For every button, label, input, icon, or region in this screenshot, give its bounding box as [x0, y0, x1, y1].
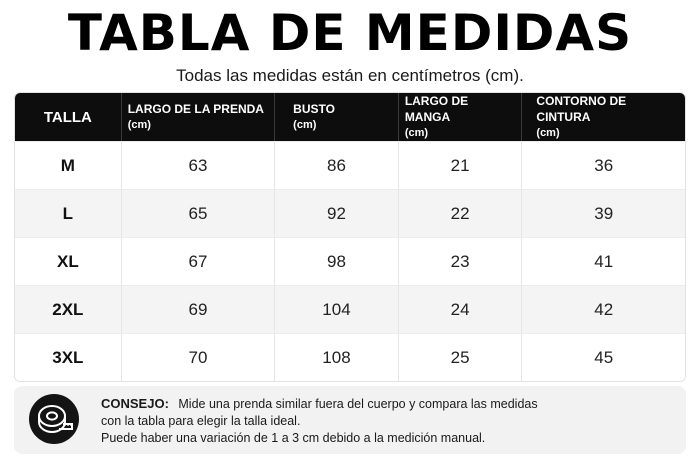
table-header-row: TALLA LARGO DE LA PRENDA (cm) BUSTO (cm)… — [15, 93, 685, 141]
tip-line-1-text: Mide una prenda similar fuera del cuerpo… — [178, 397, 538, 411]
table-row: 3XL 70 108 25 45 — [15, 333, 685, 381]
column-header-unit: (cm) — [293, 119, 317, 131]
value-cell: 39 — [521, 189, 685, 237]
value-cell: 104 — [274, 285, 398, 333]
value-cell: 63 — [120, 141, 275, 189]
tip-box: CONSEJO: Mide una prenda similar fuera d… — [14, 386, 686, 454]
size-cell: 3XL — [15, 333, 121, 381]
column-header-label: LARGO DE LA PRENDA — [127, 102, 264, 116]
tip-line-3: Puede haber una variación de 1 a 3 cm de… — [101, 431, 486, 445]
value-cell: 67 — [120, 237, 275, 285]
column-header-talla: TALLA — [15, 93, 121, 141]
value-cell: 65 — [120, 189, 275, 237]
column-header-label: BUSTO — [293, 102, 335, 116]
value-cell: 45 — [521, 333, 685, 381]
table-row: 2XL 69 104 24 42 — [15, 285, 685, 333]
value-cell: 42 — [521, 285, 685, 333]
table-row: XL 67 98 23 41 — [15, 237, 685, 285]
tip-line-2: con la tabla para elegir la talla ideal. — [101, 414, 301, 428]
size-cell: 2XL — [15, 285, 121, 333]
size-cell: M — [15, 141, 121, 189]
value-cell: 21 — [397, 141, 522, 189]
value-cell: 36 — [521, 141, 685, 189]
column-header-unit: (cm) — [404, 127, 429, 139]
value-cell: 41 — [521, 237, 685, 285]
table-row: M 63 86 21 36 — [15, 141, 685, 189]
value-cell: 70 — [120, 333, 275, 381]
value-cell: 86 — [274, 141, 398, 189]
size-chart-table: TALLA LARGO DE LA PRENDA (cm) BUSTO (cm)… — [14, 92, 686, 382]
value-cell: 98 — [274, 237, 398, 285]
tip-text: CONSEJO: Mide una prenda similar fuera d… — [101, 395, 671, 447]
column-header-largo-prenda: LARGO DE LA PRENDA (cm) — [120, 93, 275, 141]
column-header-contorno-cintura: CONTORNO DE CINTURA (cm) — [521, 93, 685, 141]
value-cell: 24 — [397, 285, 522, 333]
value-cell: 23 — [397, 237, 522, 285]
tip-label: CONSEJO: — [101, 396, 169, 411]
column-header-busto: BUSTO (cm) — [274, 93, 398, 141]
value-cell: 92 — [274, 189, 398, 237]
value-cell: 108 — [274, 333, 398, 381]
measuring-tape-icon — [29, 394, 79, 444]
tip-line-1: CONSEJO: Mide una prenda similar fuera d… — [101, 395, 671, 413]
column-header-label: LARGO DE MANGA — [404, 94, 469, 124]
value-cell: 25 — [397, 333, 522, 381]
page-subtitle: Todas las medidas están en centímetros (… — [176, 66, 524, 85]
table-row: L 65 92 22 39 — [15, 189, 685, 237]
column-header-unit: (cm) — [127, 119, 151, 131]
column-header-largo-manga: LARGO DE MANGA (cm) — [397, 93, 522, 141]
page-title: TABLA DE MEDIDAS — [67, 4, 633, 62]
value-cell: 69 — [120, 285, 275, 333]
size-cell: L — [15, 189, 121, 237]
column-header-label: TALLA — [43, 108, 92, 126]
value-cell: 22 — [397, 189, 522, 237]
column-header-unit: (cm) — [536, 127, 560, 139]
size-cell: XL — [15, 237, 121, 285]
column-header-label: CONTORNO DE CINTURA — [536, 94, 627, 124]
